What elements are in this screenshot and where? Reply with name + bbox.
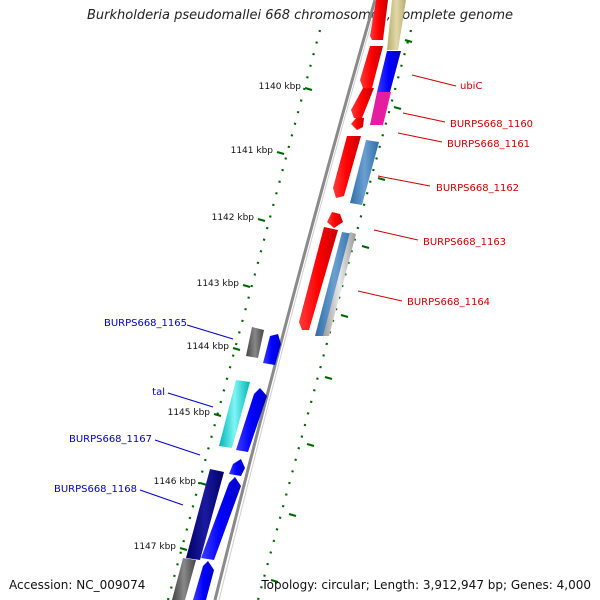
gene-arrow-1163[interactable] [327,212,343,228]
gene-ubiC-blue[interactable] [377,51,401,92]
gene-label-leader [373,229,419,241]
forward-strand-features [172,327,281,600]
gene-label-reverse[interactable]: BURPS668_1163 [423,237,506,248]
gene-1160-pink[interactable] [370,92,391,125]
gene-label-forward[interactable]: tal [152,387,165,398]
gene-1165-grey[interactable] [246,327,264,358]
gene-arrow-1162[interactable] [333,136,361,198]
gene-arrow-1160[interactable] [351,88,374,118]
gene-label-leader [139,489,184,506]
chromosome-backbone [213,0,377,600]
ruler-right-tick [404,38,413,44]
gene-label-leader [377,175,431,187]
ruler-right-tick [270,578,279,584]
ruler-tick-label: 1145 kbp [168,408,211,418]
gene-arrow-1161[interactable] [351,118,364,130]
gene-arrow-bottom-blue[interactable] [193,561,214,600]
ruler-right-tick [306,442,315,448]
map-title: Burkholderia pseudomallei 668 chromosome… [86,8,514,23]
ruler-tick-label: 1140 kbp [259,82,302,92]
gene-tal-cyan[interactable] [219,380,250,448]
gene-arrow-1164[interactable] [299,227,338,330]
ruler-right-tick [288,512,297,518]
gene-arrow-1165[interactable] [263,334,281,365]
ruler-right-tick [361,244,370,250]
ruler-tick-label: 1147 kbp [134,542,177,552]
gene-label-forward[interactable]: BURPS668_1167 [69,434,152,445]
gene-label-leader [402,112,446,123]
gene-1168-navy[interactable] [186,469,224,560]
gene-label-leader [357,290,403,302]
gene-arrow-1168[interactable] [201,477,241,560]
gene-label-reverse[interactable]: BURPS668_1160 [450,119,533,130]
ruler-right-tick [340,313,349,319]
ruler-tick [232,346,241,352]
gene-arrow-ubiC[interactable] [360,46,383,88]
ruler-tick [276,150,285,156]
chromosome-backbone-inner [218,0,379,600]
gene-label-forward[interactable]: BURPS668_1165 [104,318,187,329]
gene-label-leader [411,74,457,87]
ruler-tick [213,412,222,418]
ruler-tick [242,283,251,289]
ruler-tick [179,546,188,552]
ruler-right-tick [377,176,386,182]
ruler-tick-label: 1144 kbp [187,342,230,352]
gene-label-leader [397,132,443,143]
gene-bottom-grey[interactable] [172,558,196,600]
gene-label-leader [186,324,234,340]
summary-text: Topology: circular; Length: 3,912,947 bp… [261,578,591,592]
gene-label-reverse[interactable]: BURPS668_1164 [407,297,490,308]
gene-arrow-1167[interactable] [229,459,245,476]
gene-arrow-tal[interactable] [236,388,267,452]
ruler-right-dashes [270,38,413,584]
gene-label-reverse[interactable]: BURPS668_1161 [447,139,530,150]
accession-text: Accession: NC_009074 [9,578,146,592]
gene-label-forward[interactable]: BURPS668_1168 [54,484,137,495]
ruler-tick-label: 1146 kbp [154,477,197,487]
ruler-tick [304,86,313,92]
gene-1164-grey[interactable] [323,232,356,336]
gene-label-leader [154,439,201,456]
gene-arrow-top-olive[interactable] [387,0,406,50]
ruler-left-dots [166,29,322,600]
ruler-tick-marks [179,86,313,552]
gene-label-reverse[interactable]: BURPS668_1162 [436,183,519,194]
ruler-tick-label: 1142 kbp [212,213,255,223]
ruler-tick [257,217,266,223]
reverse-strand-features [299,0,406,336]
ruler-tick-label: 1143 kbp [197,279,240,289]
reverse-gene-labels: ubiC BURPS668_1160 BURPS668_1161 BURPS668_1… [357,74,533,308]
ruler-right-tick [324,375,333,381]
ruler-tick-label: 1141 kbp [231,146,274,156]
gene-arrow-top-red[interactable] [370,0,388,40]
gene-1162-steel[interactable] [350,140,379,205]
ruler-right-tick [393,105,402,111]
gene-label-reverse[interactable]: ubiC [460,81,482,92]
ruler-tick-labels: 1140 kbp 1141 kbp 1142 kbp 1143 kbp 1144 kbp… [134,82,302,552]
gene-label-leader [167,392,214,408]
